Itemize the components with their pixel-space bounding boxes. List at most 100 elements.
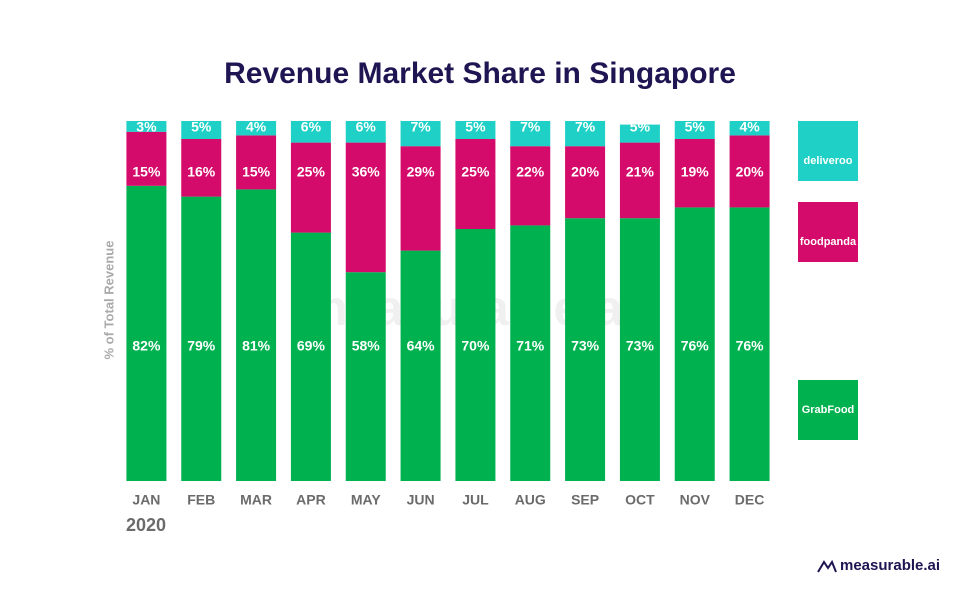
bar-segment: [181, 139, 222, 197]
data-label: 73%: [626, 338, 655, 354]
y-axis-label: % of Total Revenue: [101, 241, 116, 360]
bar-segment: [674, 207, 715, 481]
data-label: 73%: [571, 338, 600, 354]
x-tick-label: JAN: [132, 492, 160, 508]
data-label: 70%: [461, 338, 490, 354]
data-label: 7%: [520, 119, 541, 135]
data-label: 22%: [516, 164, 545, 180]
data-label: 5%: [630, 119, 651, 135]
data-label: 4%: [246, 119, 267, 135]
bar-segment: [290, 232, 331, 481]
bar-segment: [565, 218, 606, 481]
bar-segment: [510, 121, 551, 147]
data-label: 4%: [739, 119, 760, 135]
bar-segment: [729, 121, 770, 136]
data-label: 15%: [242, 164, 271, 180]
bar-segment: [126, 121, 167, 132]
x-tick-label: APR: [296, 492, 326, 508]
x-tick-label: AUG: [515, 492, 546, 508]
data-label: 3%: [136, 119, 157, 135]
bar-segment: [345, 272, 386, 481]
bar-segment: [674, 121, 715, 139]
bar-segment: [729, 135, 770, 208]
bar-segment: [290, 121, 331, 143]
bar-segment: [400, 146, 441, 251]
legend-swatch: [798, 202, 858, 262]
bar-segment: [181, 196, 222, 481]
legend-swatch: [798, 121, 858, 181]
x-tick-label: SEP: [571, 492, 599, 508]
bar-segment: [236, 121, 277, 136]
legend-label: GrabFood: [802, 404, 855, 416]
data-label: 5%: [685, 119, 706, 135]
data-label: 6%: [301, 119, 322, 135]
data-label: 69%: [297, 338, 326, 354]
x-tick-label: JUN: [407, 492, 435, 508]
x-tick-label: NOV: [680, 492, 711, 508]
legend-item: foodpanda: [798, 202, 858, 262]
data-label: 36%: [352, 164, 381, 180]
bar-segment: [345, 142, 386, 273]
chart-title: Revenue Market Share in Singapore: [224, 57, 736, 90]
data-label: 29%: [407, 164, 436, 180]
x-tick-label: MAR: [240, 492, 272, 508]
data-label: 82%: [132, 338, 161, 354]
data-label: 5%: [191, 119, 212, 135]
data-label: 6%: [356, 119, 377, 135]
data-label: 16%: [187, 164, 216, 180]
bar-segment: [729, 207, 770, 481]
bar-segment: [345, 121, 386, 143]
x-tick-label: MAY: [351, 492, 381, 508]
legend-label: deliveroo: [804, 155, 853, 167]
data-label: 71%: [516, 338, 545, 354]
data-label: 7%: [575, 119, 596, 135]
data-label: 5%: [465, 119, 486, 135]
legend-item: deliveroo: [798, 121, 858, 181]
data-label: 76%: [736, 338, 765, 354]
x-tick-label: DEC: [735, 492, 765, 508]
bar-segment: [181, 121, 222, 139]
data-label: 19%: [681, 164, 710, 180]
bar-segment: [126, 131, 167, 186]
footer-icon: [817, 559, 837, 573]
data-label: 76%: [681, 338, 710, 354]
bar-segment: [510, 225, 551, 481]
data-label: 58%: [352, 338, 381, 354]
bar-segment: [619, 218, 660, 481]
year-label: 2020: [126, 515, 166, 535]
data-label: 20%: [571, 164, 600, 180]
bar-segment: [400, 121, 441, 147]
bar-segment: [290, 142, 331, 233]
bar-segment: [619, 124, 660, 143]
bar-segment: [455, 139, 496, 229]
data-label: 64%: [407, 338, 436, 354]
data-label: 20%: [736, 164, 765, 180]
data-label: 21%: [626, 164, 655, 180]
bar-segment: [510, 146, 551, 226]
bar-segment: [126, 185, 167, 482]
data-label: 79%: [187, 338, 216, 354]
bar-segment: [455, 121, 496, 139]
data-label: 7%: [410, 119, 431, 135]
legend-item: GrabFood: [798, 380, 858, 440]
bar-segment: [236, 189, 277, 481]
bar-segment: [565, 121, 606, 147]
bar-segment: [236, 135, 277, 190]
x-tick-label: FEB: [187, 492, 215, 508]
bar-segment: [400, 250, 441, 481]
data-label: 25%: [297, 164, 326, 180]
data-label: 81%: [242, 338, 271, 354]
legend-label: foodpanda: [800, 236, 857, 248]
data-label: 15%: [132, 164, 161, 180]
bar-segment: [619, 142, 660, 219]
x-tick-label: JUL: [462, 492, 489, 508]
footer-text: measurable.ai: [840, 557, 940, 574]
bar-segment: [674, 139, 715, 208]
data-label: 25%: [461, 164, 490, 180]
legend-swatch: [798, 380, 858, 440]
footer-logo: measurable.ai: [817, 557, 940, 574]
x-tick-label: OCT: [625, 492, 655, 508]
bar-segment: [455, 229, 496, 481]
bar-segment: [565, 146, 606, 219]
